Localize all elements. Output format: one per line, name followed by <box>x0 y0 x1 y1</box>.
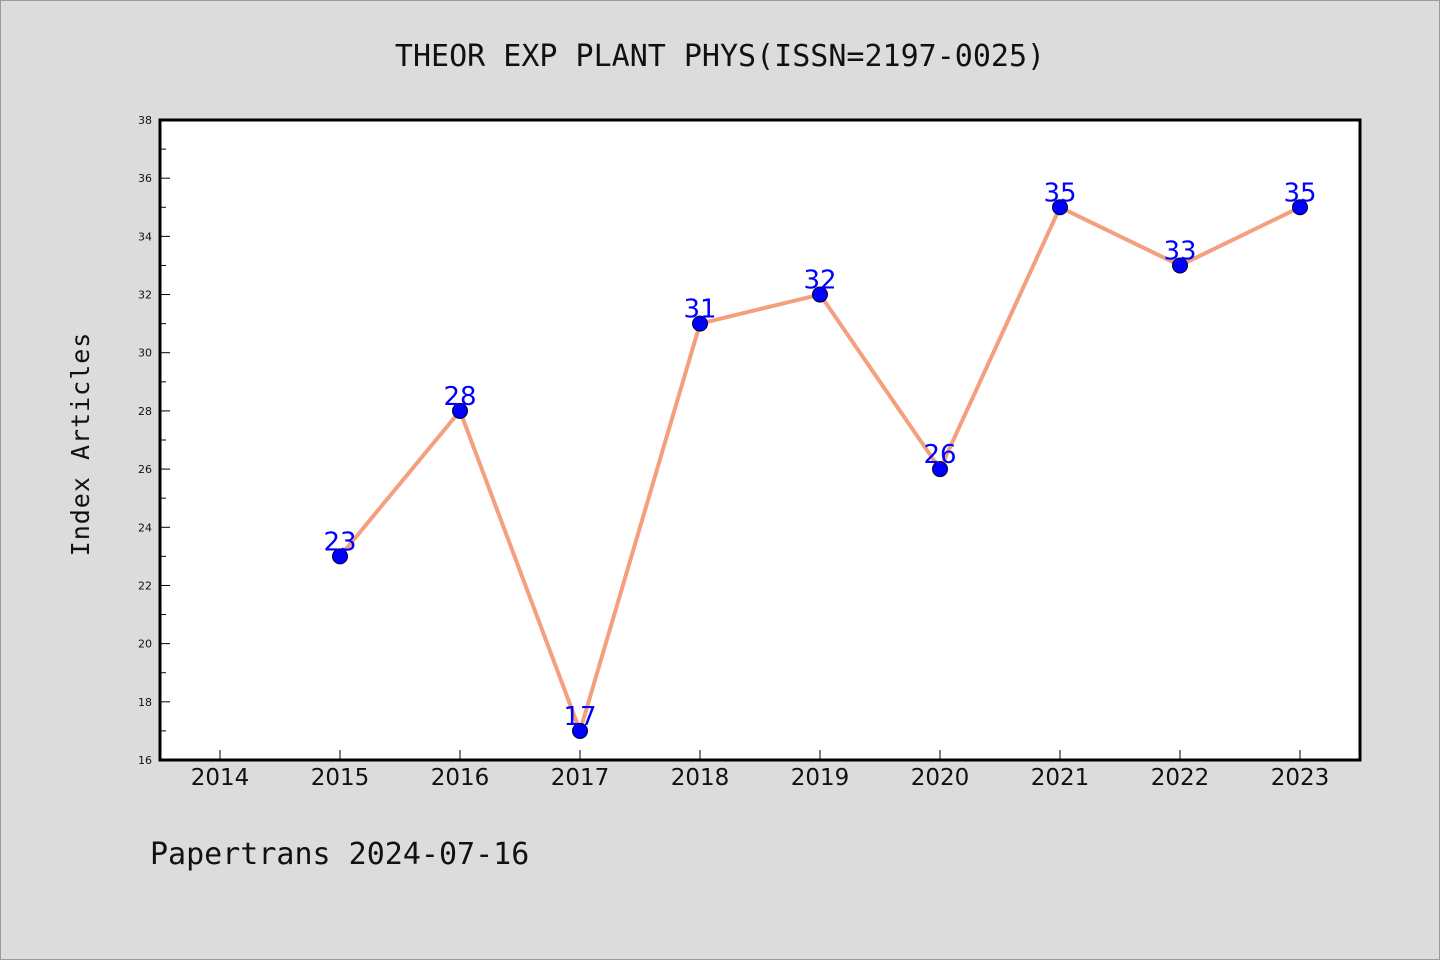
data-point <box>1292 199 1308 216</box>
plot-area <box>160 120 1360 760</box>
data-markers <box>332 199 1308 739</box>
data-label: 26 <box>923 440 956 470</box>
footer-credit: Papertrans 2024-07-16 <box>150 837 529 872</box>
data-label: 33 <box>1163 236 1196 266</box>
y-tick-label: 36 <box>138 172 152 185</box>
y-axis-label: Index Articles <box>66 332 95 557</box>
y-tick-label: 26 <box>138 463 152 476</box>
data-point <box>1172 257 1188 274</box>
data-labels: 23 28 17 31 32 26 35 33 35 <box>323 178 1316 732</box>
y-tick-label: 18 <box>138 696 152 709</box>
data-point <box>1052 199 1068 216</box>
y-tick-label: 22 <box>138 579 152 592</box>
data-label: 28 <box>443 382 476 412</box>
y-tick-label: 28 <box>138 405 152 418</box>
y-tick-label: 30 <box>138 347 152 360</box>
x-tick-label: 2016 <box>431 765 490 791</box>
data-label: 35 <box>1043 178 1076 208</box>
y-tick-label: 32 <box>138 289 152 302</box>
y-tick-label: 34 <box>138 230 152 243</box>
x-tick-label: 2023 <box>1271 765 1330 791</box>
x-tick-label: 2015 <box>311 765 370 791</box>
x-axis-ticks: 2014 2015 2016 2017 2018 2019 2020 2021 2022 2023 <box>191 750 1330 791</box>
data-label: 31 <box>683 295 716 325</box>
data-label: 17 <box>563 702 596 732</box>
data-point <box>932 461 948 478</box>
x-tick-label: 2018 <box>671 765 730 791</box>
y-tick-label: 24 <box>138 521 152 534</box>
y-tick-label: 38 <box>138 114 152 127</box>
y-axis-ticks: 16 18 20 22 24 26 28 30 32 34 36 38 <box>138 114 170 767</box>
chart-title: THEOR EXP PLANT PHYS(ISSN=2197-0025) <box>395 39 1045 74</box>
data-point <box>452 402 468 419</box>
data-label: 32 <box>803 266 836 296</box>
data-point <box>812 286 828 303</box>
data-label: 35 <box>1283 178 1316 208</box>
y-tick-label: 16 <box>138 754 152 767</box>
plot-border <box>158 118 1362 762</box>
x-tick-label: 2019 <box>791 765 850 791</box>
x-tick-label: 2017 <box>551 765 610 791</box>
x-tick-label: 2014 <box>191 765 250 791</box>
x-tick-label: 2021 <box>1031 765 1090 791</box>
data-point <box>572 722 588 739</box>
x-tick-label: 2022 <box>1151 765 1210 791</box>
data-point <box>692 315 708 332</box>
x-tick-label: 2020 <box>911 765 970 791</box>
data-label: 23 <box>323 527 356 557</box>
y-tick-label: 20 <box>138 638 152 651</box>
data-point <box>332 548 348 565</box>
